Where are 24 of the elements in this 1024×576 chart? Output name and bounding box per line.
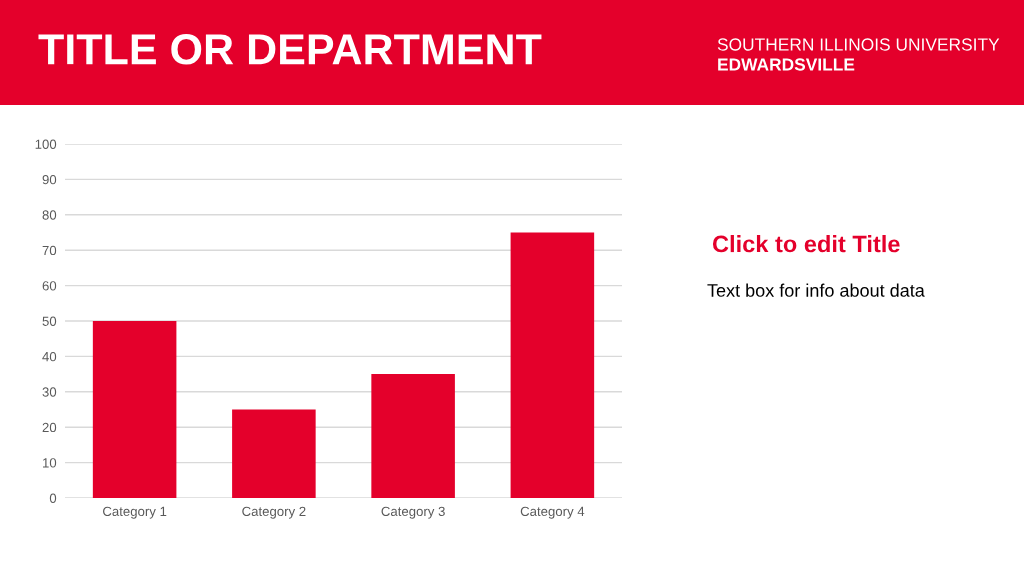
y-tick-label: 80	[42, 210, 57, 220]
x-tick-label: Category 2	[242, 506, 306, 519]
bar	[371, 374, 455, 498]
y-tick-label: 60	[42, 281, 57, 291]
bar	[510, 232, 595, 498]
y-tick-label: 70	[42, 245, 57, 256]
x-tick-label: Category 4	[520, 506, 585, 519]
chart-title: TITLE OR DEPARTMENT	[38, 34, 542, 65]
y-tick-label: 50	[42, 316, 57, 326]
y-tick-label: 40	[42, 351, 57, 362]
text: Text box for info about data	[707, 283, 925, 297]
bar	[232, 409, 316, 498]
text: Click to edit Title	[712, 235, 900, 253]
x-tick-label: Category 1	[103, 506, 167, 519]
y-tick-label: 30	[42, 387, 57, 397]
y-tick-label: 20	[42, 422, 57, 433]
y-tick-label: 0	[49, 493, 57, 503]
x-tick-label: Category 3	[381, 506, 445, 519]
y-tick-label: 90	[42, 174, 57, 185]
text: EDWARDSVILLE	[718, 58, 855, 71]
text: SOUTHERN ILLINOIS UNIVERSITY	[717, 38, 1000, 51]
y-tick-label: 10	[43, 458, 57, 468]
bar	[92, 321, 177, 498]
y-tick-label: 100	[35, 139, 57, 149]
